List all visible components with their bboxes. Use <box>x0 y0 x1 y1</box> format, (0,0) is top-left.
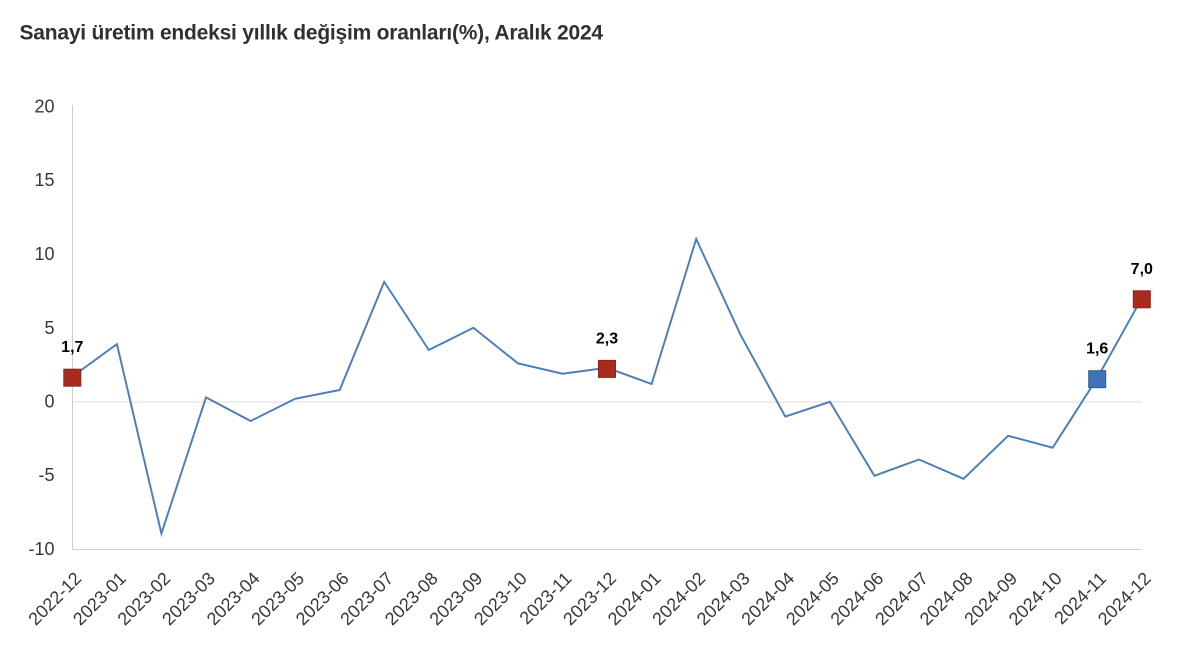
svg-text:10: 10 <box>34 244 54 264</box>
svg-text:-10: -10 <box>28 539 54 559</box>
svg-text:Sanayi üretim endeksi yıllık d: Sanayi üretim endeksi yıllık değişim ora… <box>20 22 604 45</box>
svg-text:20: 20 <box>34 97 54 117</box>
svg-text:1,7: 1,7 <box>61 339 83 356</box>
svg-text:1,6: 1,6 <box>1086 341 1108 358</box>
svg-text:7,0: 7,0 <box>1131 261 1153 278</box>
svg-text:5: 5 <box>44 318 54 338</box>
svg-text:0: 0 <box>44 392 54 412</box>
svg-text:-5: -5 <box>38 465 54 485</box>
svg-text:2,3: 2,3 <box>596 330 618 347</box>
svg-text:15: 15 <box>34 170 54 190</box>
